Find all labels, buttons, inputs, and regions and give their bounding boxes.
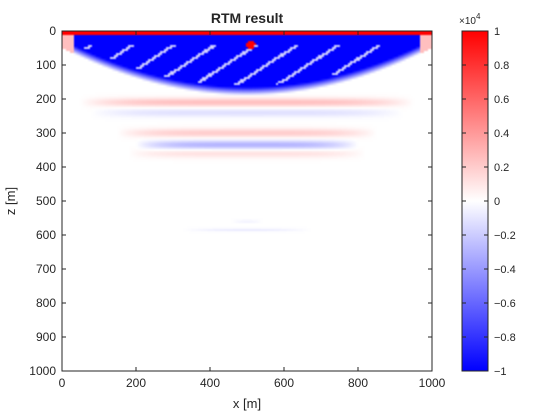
chart-title: RTM result — [211, 10, 284, 26]
colorbar-tick-label: −0.4 — [494, 264, 516, 276]
y-tick-label: 1000 — [29, 364, 56, 378]
colorbar-tick-label: 0.2 — [494, 162, 509, 174]
colorbar-tick-label: 0 — [494, 196, 500, 208]
colorbar-tick-label: 0.4 — [494, 128, 509, 140]
heatmap-image — [62, 31, 432, 371]
y-tick-label: 500 — [36, 194, 56, 208]
y-tick-label: 800 — [36, 296, 56, 310]
y-tick-label: 700 — [36, 262, 56, 276]
colorbar-tick-label: −0.6 — [494, 298, 516, 310]
colorbar-exponent: 4 — [476, 12, 481, 21]
x-tick-label: 1000 — [419, 376, 446, 390]
y-tick-label: 900 — [36, 330, 56, 344]
y-tick-label: 600 — [36, 228, 56, 242]
x-axis-ticks: 0 200 400 600 800 1000 — [59, 31, 446, 390]
colorbar-multiplier: ×104 — [459, 12, 481, 27]
x-tick-label: 0 — [59, 376, 66, 390]
colorbar: 1 0.8 0.6 0.4 0.2 0 −0.2 −0.4 −0.6 −0.8 −1 ×104 — [459, 12, 516, 378]
y-tick-label: 0 — [49, 24, 56, 38]
colorbar-multiplier-base: ×10 — [459, 16, 476, 27]
colorbar-tick-label: 1 — [494, 26, 500, 38]
y-tick-label: 300 — [36, 126, 56, 140]
x-tick-label: 800 — [348, 376, 368, 390]
y-tick-label: 100 — [36, 58, 56, 72]
x-axis-label: x [m] — [233, 396, 261, 411]
colorbar-tick-label: −0.8 — [494, 332, 516, 344]
colorbar-tick-label: −1 — [494, 366, 507, 378]
colorbar-tick-label: 0.8 — [494, 60, 509, 72]
colorbar-tick-label: 0.6 — [494, 94, 509, 106]
colorbar-ticks: 1 0.8 0.6 0.4 0.2 0 −0.2 −0.4 −0.6 −0.8 −1 — [462, 26, 516, 378]
y-axis-label: z [m] — [3, 187, 18, 215]
x-tick-label: 600 — [274, 376, 294, 390]
heatmap-raster — [62, 31, 432, 371]
y-axis-ticks: 0 100 200 300 400 500 600 700 800 900 1000 — [29, 24, 432, 378]
x-tick-label: 200 — [126, 376, 146, 390]
y-tick-label: 400 — [36, 160, 56, 174]
x-tick-label: 400 — [200, 376, 220, 390]
y-tick-label: 200 — [36, 92, 56, 106]
colorbar-tick-label: −0.2 — [494, 230, 516, 242]
plot-area — [61, 30, 433, 372]
